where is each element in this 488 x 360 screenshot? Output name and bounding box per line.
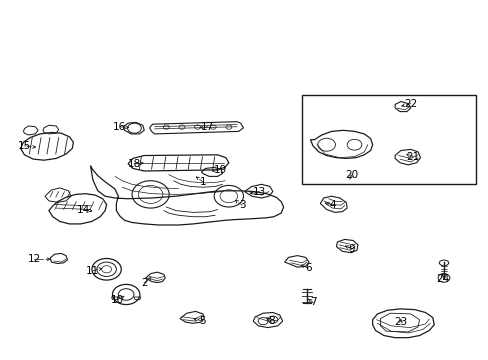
Text: 11: 11 bbox=[86, 266, 100, 276]
Text: 13: 13 bbox=[252, 186, 265, 197]
Text: 10: 10 bbox=[111, 294, 123, 305]
Text: 1: 1 bbox=[199, 177, 206, 187]
Text: 24: 24 bbox=[435, 274, 448, 284]
Text: 22: 22 bbox=[403, 99, 417, 109]
Text: 12: 12 bbox=[27, 254, 41, 264]
Text: 9: 9 bbox=[348, 244, 355, 254]
Text: 20: 20 bbox=[345, 170, 358, 180]
Text: 2: 2 bbox=[141, 278, 147, 288]
Text: 19: 19 bbox=[213, 165, 226, 175]
Text: 14: 14 bbox=[76, 204, 90, 215]
Text: 18: 18 bbox=[127, 159, 141, 169]
Text: 15: 15 bbox=[18, 141, 31, 151]
Text: 21: 21 bbox=[406, 152, 419, 162]
Text: 16: 16 bbox=[113, 122, 126, 132]
Text: 23: 23 bbox=[393, 317, 407, 327]
Text: 8: 8 bbox=[267, 316, 274, 326]
Text: 5: 5 bbox=[199, 316, 206, 326]
Bar bbox=[302, 95, 475, 184]
Text: 7: 7 bbox=[309, 297, 316, 307]
Text: 3: 3 bbox=[238, 200, 245, 210]
Text: 17: 17 bbox=[201, 122, 214, 132]
Text: 6: 6 bbox=[304, 263, 311, 273]
Text: 4: 4 bbox=[328, 200, 335, 210]
